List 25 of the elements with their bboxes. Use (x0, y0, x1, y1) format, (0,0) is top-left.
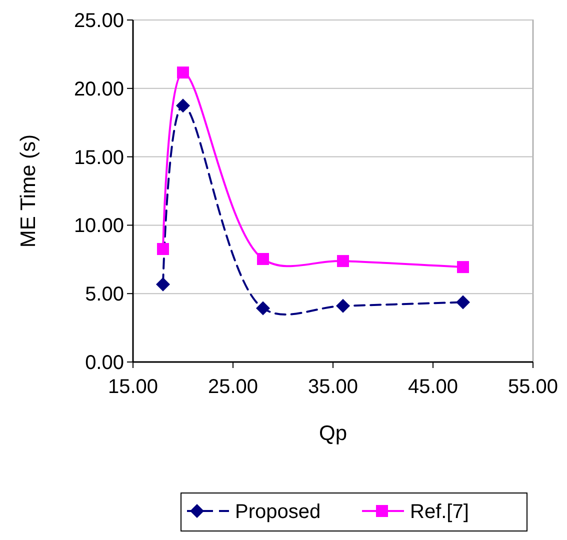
legend-label: Ref.[7] (410, 501, 469, 523)
x-tick-label: 15.00 (108, 376, 158, 398)
point (337, 255, 349, 268)
point (177, 66, 189, 79)
y-tick-label: 5.00 (85, 284, 124, 306)
x-tick-label: 35.00 (308, 376, 358, 398)
x-tick-label: 45.00 (408, 376, 458, 398)
point (176, 98, 190, 113)
legend-label: Proposed (235, 501, 321, 523)
point (456, 295, 470, 310)
x-axis-title: Qp (318, 422, 348, 445)
x-tick-label: 55.00 (508, 376, 558, 398)
point (156, 277, 170, 292)
y-tick-label: 10.00 (74, 215, 124, 238)
y-tick-label: 0.00 (85, 352, 124, 374)
point (336, 298, 350, 313)
y-tick-label: 20.00 (74, 78, 124, 100)
point (457, 261, 469, 274)
point (157, 243, 169, 256)
x-tick-label: 25.00 (208, 376, 258, 398)
y-tick-label: 25.00 (74, 10, 124, 32)
point (257, 252, 269, 265)
y-tick-label: 15.00 (74, 146, 124, 169)
point (256, 301, 270, 316)
y-axis-title: ME Time (s) (17, 134, 40, 248)
